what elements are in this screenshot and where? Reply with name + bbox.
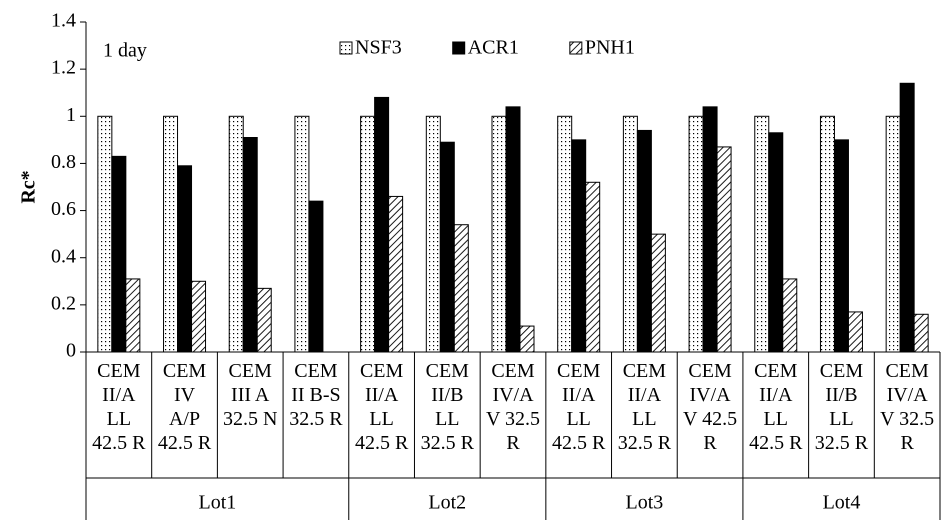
bar [754, 115, 770, 353]
x-tick-label: CEM II B-S 32.5 R [289, 360, 343, 430]
bar [453, 224, 469, 353]
bar [111, 155, 127, 353]
bar [833, 139, 849, 353]
bar [622, 115, 638, 353]
x-tick-label: CEM II/B LL 32.5 R [420, 360, 474, 454]
y-tick-label: 0.8 [51, 151, 76, 173]
y-tick-label: 1.2 [51, 57, 76, 79]
annotation: 1 day [103, 40, 147, 62]
bar [228, 115, 244, 353]
bar [782, 278, 798, 353]
bar [768, 132, 784, 353]
legend-swatch [339, 41, 353, 55]
bar [374, 96, 390, 353]
legend-swatch [569, 41, 583, 55]
bar [899, 82, 915, 353]
bar [360, 115, 376, 353]
bar [557, 115, 573, 353]
bar [571, 139, 587, 353]
bar [913, 313, 929, 353]
bar [97, 115, 113, 353]
y-tick-label: 1.4 [51, 10, 76, 32]
legend-label: PNH1 [585, 37, 635, 59]
group-label: Lot1 [198, 492, 236, 514]
bar [688, 115, 704, 353]
bar [388, 195, 404, 353]
x-tick-label: CEM II/A LL 42.5 R [354, 360, 409, 454]
bar [256, 287, 272, 353]
bar [636, 129, 652, 353]
bar [177, 165, 193, 353]
bar [294, 115, 310, 353]
x-tick-label: CEM IV/A V 42.5 R [683, 360, 738, 454]
bar [163, 115, 179, 353]
x-tick-label: CEM IV/A V 32.5 R [880, 360, 935, 454]
y-axis-label: Rc* [18, 170, 40, 203]
bar [242, 137, 258, 353]
x-tick-label: CEM II/A LL 42.5 R [552, 360, 606, 454]
legend-swatch [452, 41, 466, 55]
x-tick-label: CEM II/A LL 42.5 R [92, 360, 146, 454]
bar [191, 280, 207, 353]
bar [650, 233, 666, 353]
bar [585, 181, 601, 353]
x-tick-label: CEM II/A LL 32.5 R [617, 360, 672, 454]
bar [847, 311, 863, 353]
bar [819, 115, 835, 353]
bar [505, 106, 521, 353]
bar [439, 141, 455, 353]
x-tick-label: CEM IV/A V 32.5 R [485, 360, 541, 454]
bar [702, 106, 718, 353]
y-tick-label: 1 [66, 104, 76, 126]
legend-label: NSF3 [355, 37, 402, 59]
bar [425, 115, 441, 353]
legend-label: ACR1 [468, 37, 519, 59]
y-tick-label: 0.4 [51, 245, 76, 267]
bar [519, 325, 535, 353]
bar [885, 115, 901, 353]
bar [308, 200, 324, 353]
group-label: Lot4 [823, 492, 861, 514]
x-tick-label: CEM II/A LL 42.5 R [749, 360, 803, 454]
bar [491, 115, 507, 353]
bar [125, 278, 141, 353]
group-label: Lot3 [625, 492, 663, 514]
y-tick-label: 0.2 [51, 292, 76, 314]
y-tick-label: 0.6 [51, 198, 76, 220]
y-tick-label: 0 [66, 340, 76, 362]
group-label: Lot2 [428, 492, 466, 514]
x-tick-label: CEM II/B LL 32.5 R [814, 360, 869, 454]
x-tick-label: CEM IV A/P 42.5 R [157, 360, 212, 454]
bar [716, 146, 732, 353]
x-tick-label: CEM III A 32.5 N [222, 360, 278, 430]
